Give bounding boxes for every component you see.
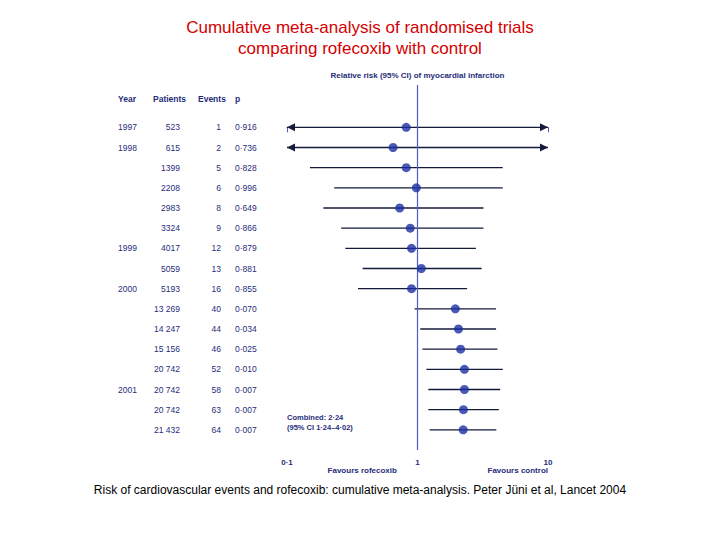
svg-text:21 432: 21 432	[154, 425, 180, 435]
svg-text:0·034: 0·034	[235, 324, 257, 334]
svg-text:Patients: Patients	[153, 94, 186, 104]
svg-text:Combined: 2·24: Combined: 2·24	[287, 413, 344, 422]
svg-text:0·007: 0·007	[235, 385, 257, 395]
svg-text:0·007: 0·007	[235, 425, 257, 435]
svg-text:0·010: 0·010	[235, 364, 257, 374]
svg-text:20 742: 20 742	[154, 405, 180, 415]
svg-text:0·070: 0·070	[235, 304, 257, 314]
svg-text:0·007: 0·007	[235, 405, 257, 415]
svg-text:4017: 4017	[161, 243, 180, 253]
svg-text:44: 44	[212, 324, 222, 334]
svg-text:6: 6	[216, 183, 221, 193]
svg-text:Year: Year	[118, 94, 137, 104]
svg-text:523: 523	[166, 122, 180, 132]
svg-text:1: 1	[415, 458, 420, 467]
svg-text:1998: 1998	[118, 143, 137, 153]
svg-text:14 247: 14 247	[154, 324, 180, 334]
svg-text:8: 8	[216, 203, 221, 213]
svg-text:0·025: 0·025	[235, 344, 257, 354]
svg-text:0·828: 0·828	[235, 163, 257, 173]
svg-text:46: 46	[212, 344, 222, 354]
svg-text:Risk of cardiovascular events: Risk of cardiovascular events and rofeco…	[94, 483, 627, 497]
svg-text:comparing rofecoxib with contr: comparing rofecoxib with control	[238, 39, 482, 58]
svg-text:1399: 1399	[161, 163, 180, 173]
svg-text:52: 52	[212, 364, 222, 374]
svg-text:5: 5	[216, 163, 221, 173]
svg-text:5059: 5059	[161, 264, 180, 274]
svg-text:20 742: 20 742	[154, 385, 180, 395]
svg-text:0·1: 0·1	[281, 458, 293, 467]
svg-text:16: 16	[212, 284, 222, 294]
svg-text:2983: 2983	[161, 203, 180, 213]
svg-text:9: 9	[216, 223, 221, 233]
svg-text:1999: 1999	[118, 243, 137, 253]
svg-text:20 742: 20 742	[154, 364, 180, 374]
svg-text:40: 40	[212, 304, 222, 314]
svg-text:1997: 1997	[118, 122, 137, 132]
svg-text:15 156: 15 156	[154, 344, 180, 354]
svg-text:615: 615	[166, 143, 180, 153]
svg-text:2000: 2000	[118, 284, 137, 294]
svg-text:12: 12	[212, 243, 222, 253]
svg-text:p: p	[235, 94, 240, 104]
svg-text:13: 13	[212, 264, 222, 274]
svg-text:0·996: 0·996	[235, 183, 257, 193]
svg-text:2: 2	[216, 143, 221, 153]
svg-text:58: 58	[212, 385, 222, 395]
svg-text:13 269: 13 269	[154, 304, 180, 314]
svg-text:Favours control: Favours control	[488, 466, 548, 475]
svg-text:0·879: 0·879	[235, 243, 257, 253]
svg-text:(95% CI 1·24–4·02): (95% CI 1·24–4·02)	[287, 423, 353, 432]
svg-text:Favours rofecoxib: Favours rofecoxib	[328, 466, 397, 475]
svg-text:Events: Events	[198, 94, 226, 104]
svg-text:Relative risk (95% CI) of myoc: Relative risk (95% CI) of myocardial inf…	[331, 71, 505, 80]
svg-text:0·649: 0·649	[235, 203, 257, 213]
svg-text:10: 10	[544, 458, 553, 467]
svg-text:5193: 5193	[161, 284, 180, 294]
svg-text:3324: 3324	[161, 223, 180, 233]
svg-text:0·881: 0·881	[235, 264, 257, 274]
svg-text:0·855: 0·855	[235, 284, 257, 294]
svg-text:64: 64	[212, 425, 222, 435]
svg-text:2208: 2208	[161, 183, 180, 193]
svg-text:0·916: 0·916	[235, 122, 257, 132]
svg-text:63: 63	[212, 405, 222, 415]
svg-text:0·866: 0·866	[235, 223, 257, 233]
svg-text:Cumulative meta-analysis of ra: Cumulative meta-analysis of randomised t…	[186, 18, 534, 37]
svg-text:2001: 2001	[118, 385, 137, 395]
svg-text:1: 1	[216, 122, 221, 132]
svg-text:0·736: 0·736	[235, 143, 257, 153]
